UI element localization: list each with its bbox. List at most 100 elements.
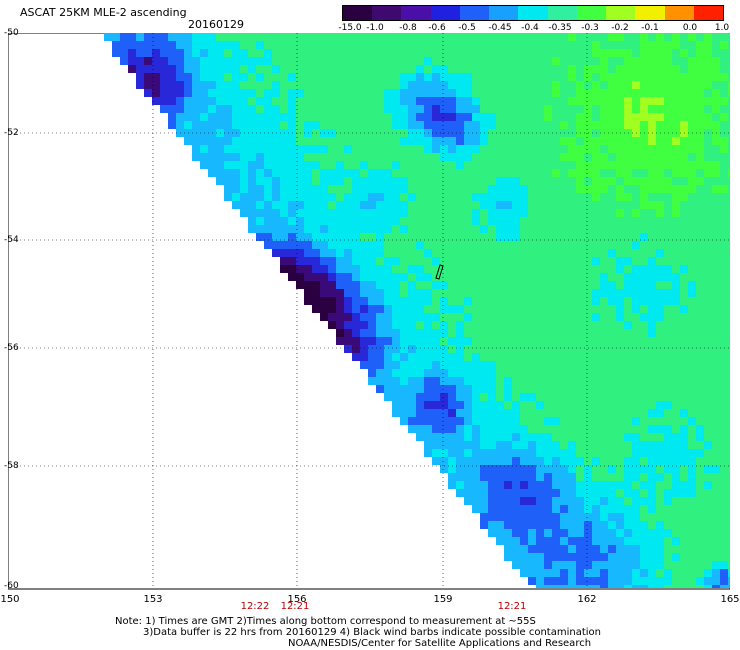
mle-cell [568, 217, 576, 225]
mle-cell [704, 305, 712, 313]
mle-cell [528, 145, 536, 153]
mle-cell [464, 113, 472, 121]
mle-cell [496, 89, 504, 97]
mle-cell [704, 289, 712, 297]
mle-cell [616, 297, 624, 305]
mle-cell [728, 529, 730, 537]
mle-cell [608, 409, 616, 417]
mle-cell [560, 569, 568, 577]
mle-cell [728, 185, 730, 193]
mle-cell [608, 185, 616, 193]
mle-cell [680, 113, 688, 121]
mle-cell [440, 41, 448, 49]
mle-cell [616, 185, 624, 193]
mle-cell [728, 561, 730, 569]
mle-cell [184, 33, 192, 41]
mle-cell [368, 249, 376, 257]
mle-cell [608, 305, 616, 313]
mle-cell [720, 57, 728, 65]
mle-cell [696, 361, 704, 369]
mle-cell [448, 113, 456, 121]
mle-cell [680, 273, 688, 281]
mle-cell [488, 89, 496, 97]
mle-cell [216, 97, 224, 105]
mle-cell [336, 257, 344, 265]
mle-cell [720, 529, 728, 537]
mle-cell [536, 553, 544, 561]
mle-cell [672, 97, 680, 105]
mle-cell [712, 257, 720, 265]
mle-cell [272, 105, 280, 113]
mle-cell [472, 193, 480, 201]
mle-cell [544, 81, 552, 89]
mle-cell [456, 81, 464, 89]
mle-cell [376, 209, 384, 217]
mle-cell [544, 241, 552, 249]
mle-cell [528, 513, 536, 521]
mle-cell [712, 153, 720, 161]
mle-cell [304, 161, 312, 169]
mle-cell [312, 73, 320, 81]
mle-cell [568, 401, 576, 409]
mle-cell [528, 497, 536, 505]
mle-cell [408, 97, 416, 105]
mle-cell [400, 121, 408, 129]
mle-cell [624, 249, 632, 257]
mle-cell [520, 385, 528, 393]
mle-cell [232, 73, 240, 81]
mle-cell [704, 449, 712, 457]
mle-cell [688, 513, 696, 521]
mle-cell [472, 65, 480, 73]
mle-cell [168, 49, 176, 57]
mle-cell [488, 297, 496, 305]
mle-cell [512, 281, 520, 289]
mle-cell [648, 233, 656, 241]
mle-cell [528, 449, 536, 457]
mle-cell [456, 169, 464, 177]
mle-cell [536, 201, 544, 209]
mle-cell [632, 265, 640, 273]
mle-cell [672, 577, 680, 585]
mle-cell [672, 417, 680, 425]
mle-cell [480, 465, 488, 473]
mle-cell [496, 537, 504, 545]
mle-cell [408, 361, 416, 369]
mle-cell [696, 497, 704, 505]
mle-cell [296, 257, 304, 265]
mle-cell [344, 121, 352, 129]
mle-cell [152, 97, 160, 105]
mle-cell [496, 481, 504, 489]
mle-cell [576, 497, 584, 505]
mle-cell [688, 249, 696, 257]
mle-cell [424, 113, 432, 121]
mle-cell [432, 161, 440, 169]
mle-cell [680, 569, 688, 577]
mle-cell [632, 369, 640, 377]
mle-cell [312, 193, 320, 201]
mle-cell [704, 377, 712, 385]
mle-cell [432, 225, 440, 233]
mle-cell [688, 89, 696, 97]
mle-cell [392, 369, 400, 377]
mle-cell [440, 121, 448, 129]
mle-cell [648, 209, 656, 217]
mle-cell [352, 353, 360, 361]
mle-cell [712, 73, 720, 81]
mle-cell [416, 33, 424, 41]
mle-cell [672, 113, 680, 121]
mle-cell [280, 209, 288, 217]
mle-cell [448, 49, 456, 57]
mle-cell [600, 225, 608, 233]
mle-cell [472, 321, 480, 329]
mle-cell [328, 241, 336, 249]
mle-cell [608, 585, 616, 588]
mle-cell [208, 137, 216, 145]
mle-cell [608, 193, 616, 201]
mle-cell [440, 217, 448, 225]
mle-cell [312, 153, 320, 161]
mle-cell [544, 73, 552, 81]
mle-cell [672, 345, 680, 353]
mle-cell [680, 577, 688, 585]
mle-cell [408, 89, 416, 97]
mle-cell [632, 473, 640, 481]
